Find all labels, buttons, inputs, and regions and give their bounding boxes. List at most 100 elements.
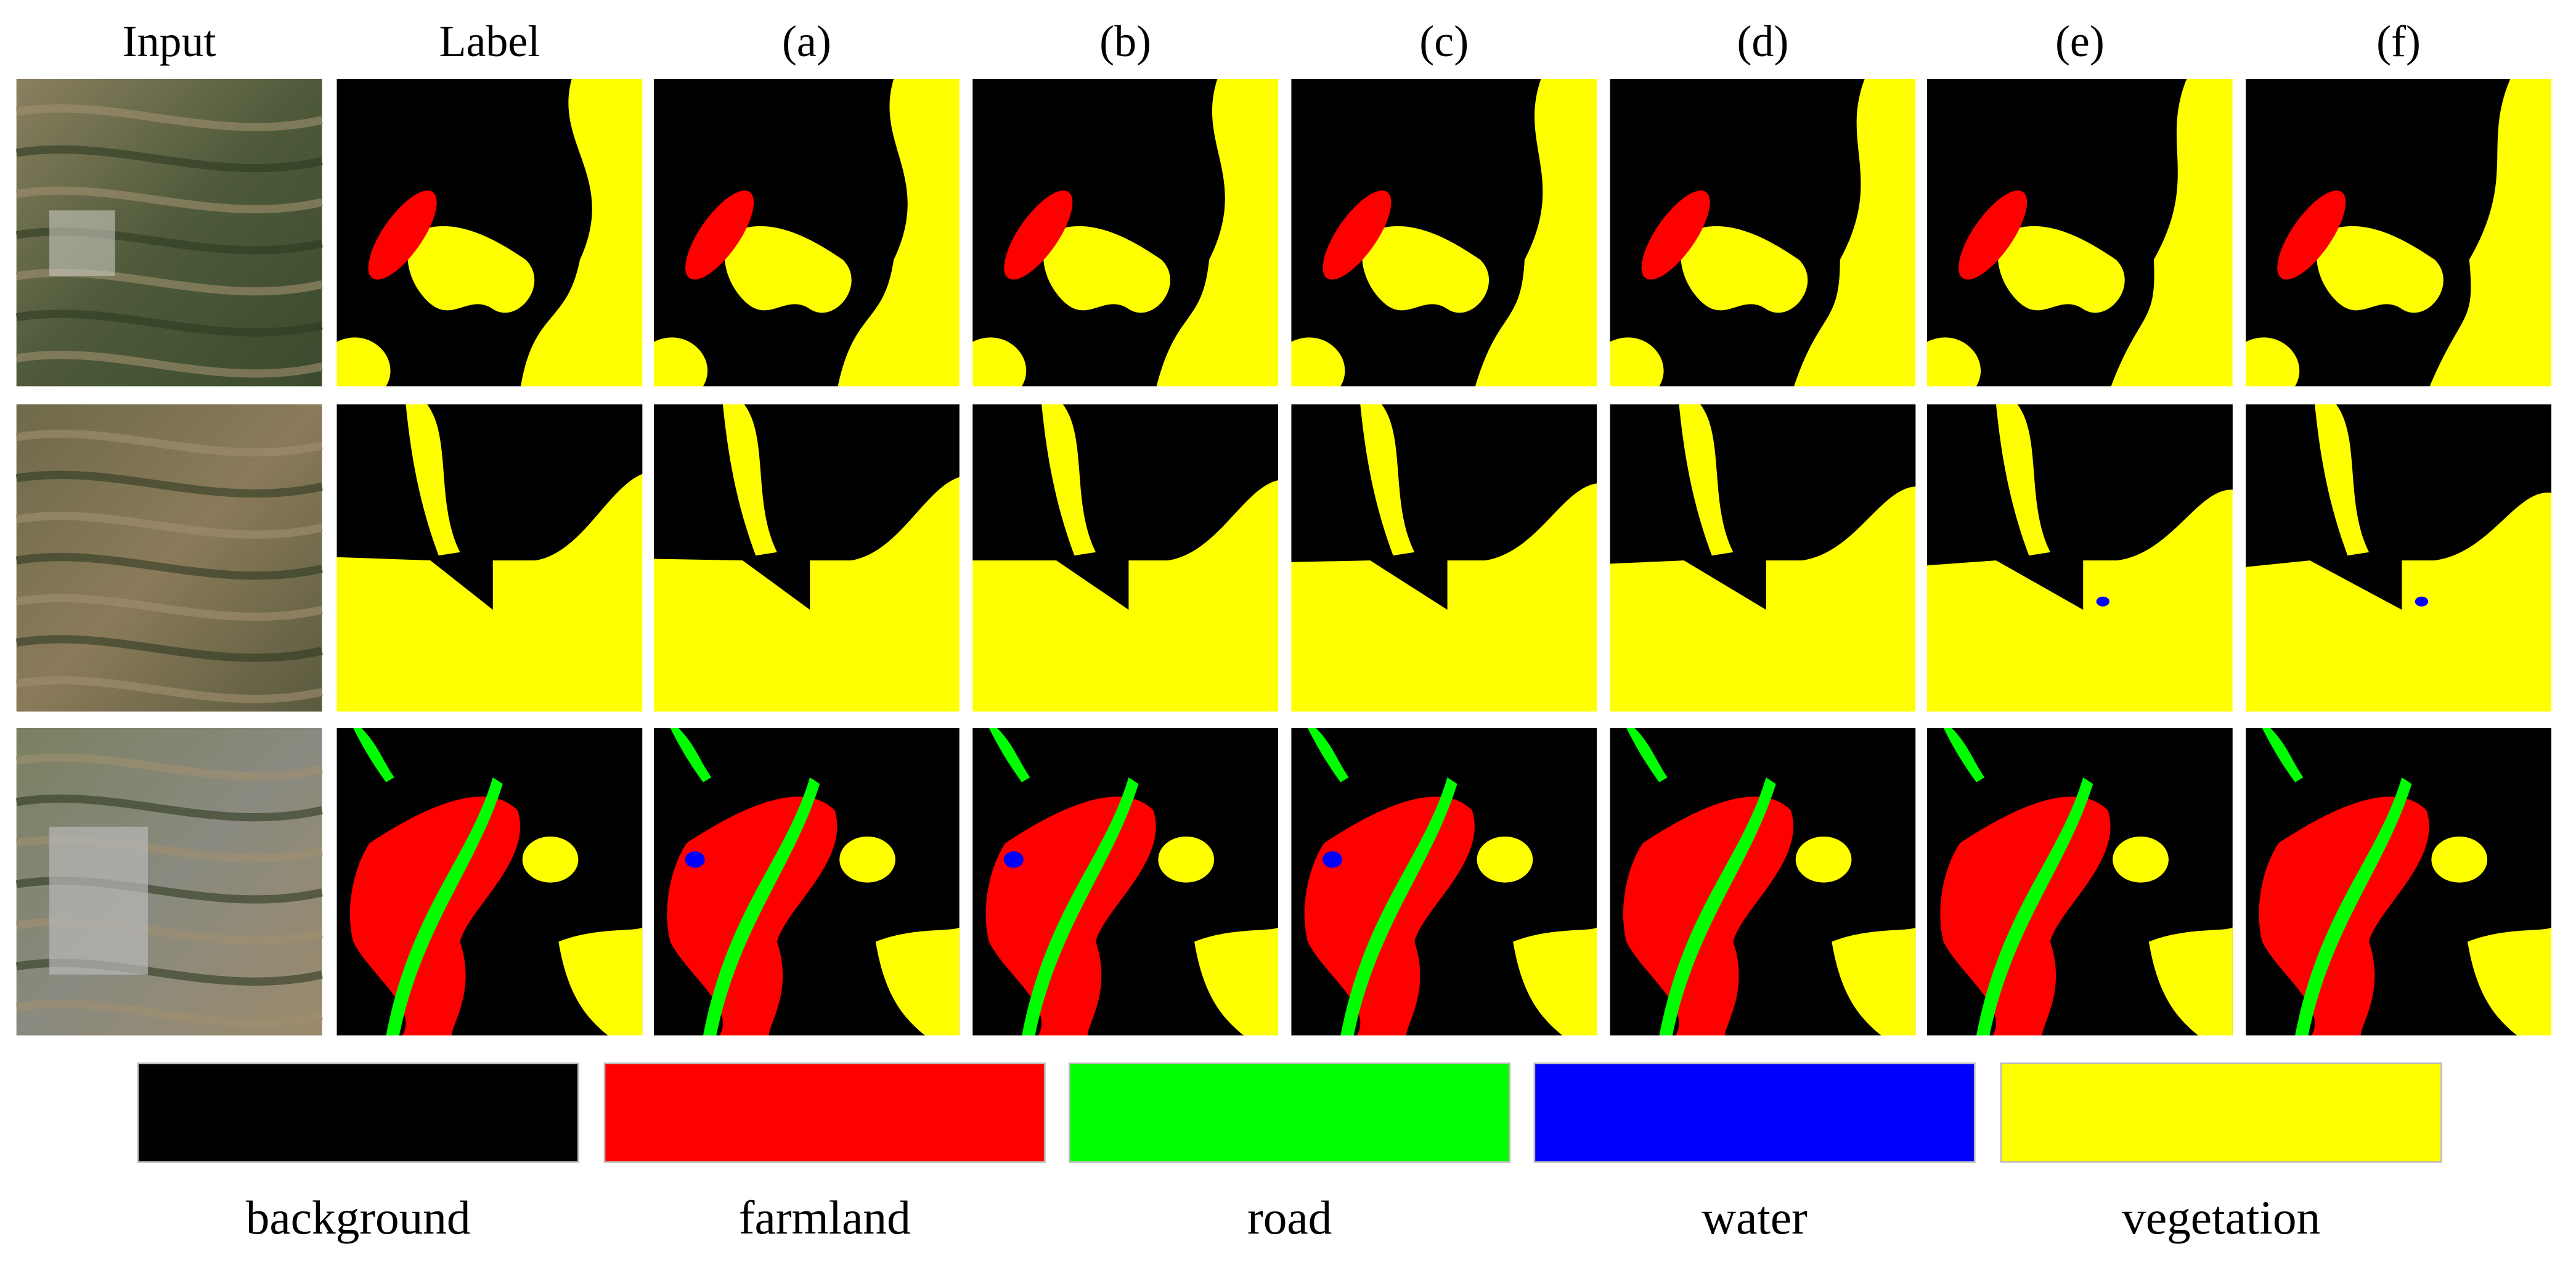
legend-label: road bbox=[1247, 1191, 1332, 1244]
segmentation-map bbox=[2246, 728, 2552, 1036]
legend-label: water bbox=[1702, 1191, 1808, 1244]
region bbox=[724, 226, 852, 313]
terrain-strip bbox=[15, 470, 323, 498]
column-header: (c) bbox=[1419, 17, 1469, 66]
region bbox=[2431, 836, 2488, 883]
region bbox=[1659, 777, 1776, 1036]
segmentation-map bbox=[653, 728, 960, 1036]
region bbox=[1679, 404, 1734, 556]
panel-content bbox=[336, 79, 643, 387]
region bbox=[1976, 777, 2093, 1036]
panel-content bbox=[653, 404, 960, 712]
segmentation-map bbox=[1610, 79, 1916, 387]
region bbox=[703, 777, 820, 1036]
region bbox=[558, 927, 643, 1036]
terrain-strip bbox=[15, 430, 323, 457]
segmentation-map bbox=[2246, 404, 2552, 712]
legend-swatch bbox=[2000, 1062, 2442, 1163]
legend-label: background bbox=[246, 1191, 471, 1244]
region bbox=[1323, 190, 1392, 280]
segmentation-map bbox=[2246, 79, 2552, 387]
region bbox=[1043, 226, 1170, 313]
panel-content bbox=[1610, 404, 1916, 712]
region bbox=[1362, 226, 1490, 313]
panel-content bbox=[653, 728, 960, 1036]
region bbox=[1943, 728, 1985, 782]
segmentation-map bbox=[336, 728, 643, 1036]
region bbox=[1995, 404, 2050, 556]
segmentation-map bbox=[336, 79, 643, 387]
segmentation-map bbox=[972, 728, 1279, 1036]
region bbox=[1022, 777, 1139, 1036]
segmentation-map bbox=[972, 404, 1279, 712]
region bbox=[1832, 927, 1916, 1036]
panel-content bbox=[653, 79, 960, 387]
panel-content bbox=[2246, 79, 2552, 387]
region bbox=[2315, 404, 2370, 556]
terrain-strip bbox=[15, 145, 323, 173]
terrain-strip bbox=[15, 552, 323, 580]
segmentation-map bbox=[336, 404, 643, 712]
column-header: (f) bbox=[2376, 17, 2421, 66]
region bbox=[386, 777, 503, 1036]
panel-content bbox=[1610, 79, 1916, 387]
terrain-strip bbox=[15, 1000, 323, 1027]
region bbox=[1194, 927, 1279, 1036]
terrain-strip bbox=[15, 512, 323, 539]
region bbox=[685, 190, 754, 280]
region bbox=[522, 836, 579, 883]
segmentation-map bbox=[1291, 404, 1597, 712]
column-header: (a) bbox=[782, 17, 831, 66]
panel-content bbox=[2246, 728, 2552, 1036]
legend: background farmland road water vegetation bbox=[137, 1062, 2442, 1244]
terrain-strip bbox=[15, 309, 323, 337]
region bbox=[406, 404, 460, 556]
region bbox=[2316, 226, 2444, 313]
region bbox=[1158, 836, 1215, 883]
segmentation-map bbox=[1610, 404, 1916, 712]
region bbox=[2262, 728, 2304, 782]
region bbox=[2148, 927, 2233, 1036]
panel-content bbox=[972, 728, 1279, 1036]
terrain-strip bbox=[15, 753, 323, 780]
segmentation-map bbox=[1927, 79, 2233, 387]
terrain-strip bbox=[15, 676, 323, 703]
segmentation-map bbox=[1927, 728, 2233, 1036]
panel-content bbox=[972, 79, 1279, 387]
region bbox=[1340, 777, 1457, 1036]
settlement bbox=[49, 826, 148, 975]
panel-content bbox=[1291, 404, 1597, 712]
segmentation-map bbox=[972, 79, 1279, 387]
panel-content bbox=[1610, 728, 1916, 1036]
input-image bbox=[15, 404, 323, 712]
region bbox=[2468, 927, 2552, 1036]
panel-content bbox=[1927, 79, 2233, 387]
legend-label: farmland bbox=[739, 1191, 911, 1244]
panel-content bbox=[972, 404, 1279, 712]
legend-label: vegetation bbox=[2122, 1191, 2320, 1244]
segmentation-map bbox=[1610, 728, 1916, 1036]
terrain-strip bbox=[15, 186, 323, 214]
legend-swatch bbox=[1533, 1062, 1976, 1163]
legend-swatch bbox=[1069, 1062, 1511, 1163]
settlement bbox=[49, 210, 115, 276]
region bbox=[1681, 226, 1808, 313]
terrain-strip bbox=[15, 635, 323, 662]
region bbox=[1004, 190, 1073, 280]
legend-swatch bbox=[603, 1062, 1046, 1163]
column-header: Label bbox=[439, 17, 540, 66]
terrain-strip bbox=[15, 104, 323, 131]
region bbox=[722, 404, 777, 556]
region bbox=[1360, 404, 1415, 556]
region bbox=[1626, 728, 1668, 782]
column-headers: Input Label (a) (b) (c) (d) (e) (f) bbox=[123, 17, 2421, 66]
terrain-strip bbox=[15, 351, 323, 378]
segmentation-map bbox=[1927, 404, 2233, 712]
column-header: (b) bbox=[1099, 17, 1151, 66]
region bbox=[1997, 226, 2125, 313]
panel-content bbox=[336, 728, 643, 1036]
segmentation-map bbox=[1291, 728, 1597, 1036]
region bbox=[2295, 777, 2412, 1036]
panel-content bbox=[1291, 728, 1597, 1036]
